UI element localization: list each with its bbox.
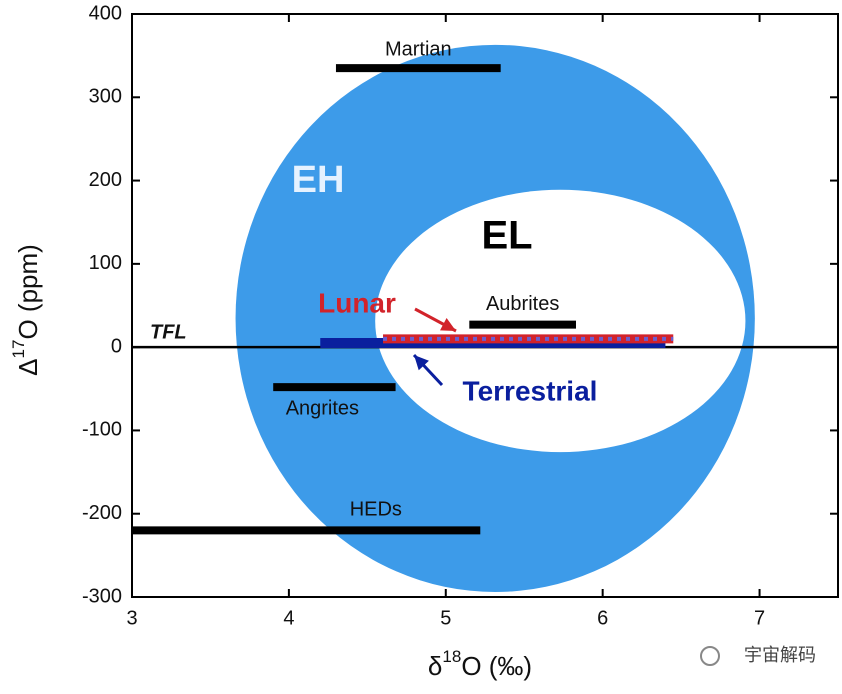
series-label: Angrites (286, 397, 359, 419)
y-tick-label: -300 (82, 585, 122, 607)
x-label-symbol: δ (428, 651, 442, 681)
plot-frame (131, 13, 839, 598)
series-label: HEDs (350, 499, 402, 521)
x-axis-label: δ18O (‰) (428, 647, 532, 680)
plot-area (235, 44, 755, 593)
series-label: Terrestrial (463, 375, 598, 406)
region-label: EH (292, 159, 345, 201)
y-tick-label: 300 (89, 86, 122, 108)
y-tick-label: -200 (82, 502, 122, 524)
arrow-head (414, 355, 429, 371)
x-label-rest: O (‰) (461, 651, 532, 681)
x-tick-label: 7 (754, 607, 765, 629)
y-label-symbol: Δ (13, 358, 43, 375)
y-tick-label: 100 (89, 252, 122, 274)
series-label: Lunar (318, 287, 396, 318)
y-label-sup: 17 (9, 340, 28, 359)
series-label: Martian (385, 38, 452, 60)
x-tick-label: 5 (440, 607, 451, 629)
y-label-rest: O (ppm) (13, 244, 43, 339)
series-label: Aubrites (486, 293, 559, 315)
x-tick-label: 3 (126, 607, 137, 629)
x-tick-label: 6 (597, 607, 608, 629)
y-tick-label: -100 (82, 419, 122, 441)
watermark: 宇宙解码 (744, 645, 816, 665)
x-tick-label: 4 (283, 607, 294, 629)
watermark-icon (700, 646, 720, 666)
y-axis-label: Δ17O (ppm) (9, 244, 42, 376)
y-tick-label: 400 (89, 2, 122, 24)
reference-label: TFL (150, 321, 187, 343)
arrow-head (440, 318, 456, 331)
y-tick-label: 200 (89, 169, 122, 191)
region-label: EL (481, 214, 532, 258)
x-label-sup: 18 (442, 647, 461, 666)
y-tick-label: 0 (111, 335, 122, 357)
